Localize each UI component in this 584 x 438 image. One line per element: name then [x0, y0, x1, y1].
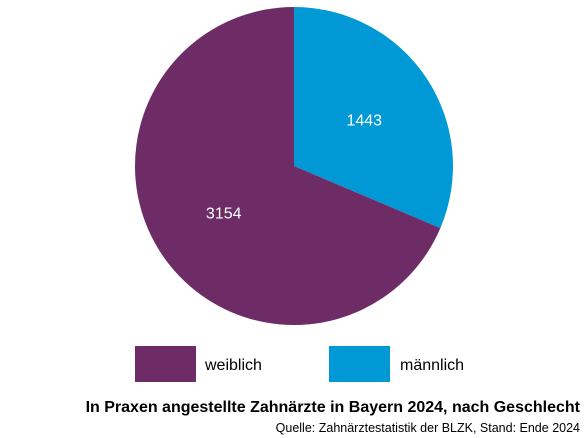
pie-slice-maennlich [294, 7, 453, 229]
slice-value-maennlich: 1443 [346, 112, 382, 129]
legend-swatch-maennlich [329, 346, 390, 382]
legend-label-maennlich: männlich [400, 357, 464, 374]
slice-value-weiblich: 3154 [206, 206, 242, 223]
chart-title: In Praxen angestellte Zahnärzte in Bayer… [86, 399, 581, 416]
pie-slices [134, 7, 453, 325]
legend-swatch-weiblich [135, 346, 196, 382]
legend: weiblich männlich [135, 346, 464, 382]
legend-label-weiblich: weiblich [204, 357, 262, 374]
pie-slice-weiblich [134, 7, 441, 325]
slice-value-labels: 1443 3154 [206, 112, 382, 222]
chart-source: Quelle: Zahnärztestatistik der BLZK, Sta… [276, 421, 580, 435]
